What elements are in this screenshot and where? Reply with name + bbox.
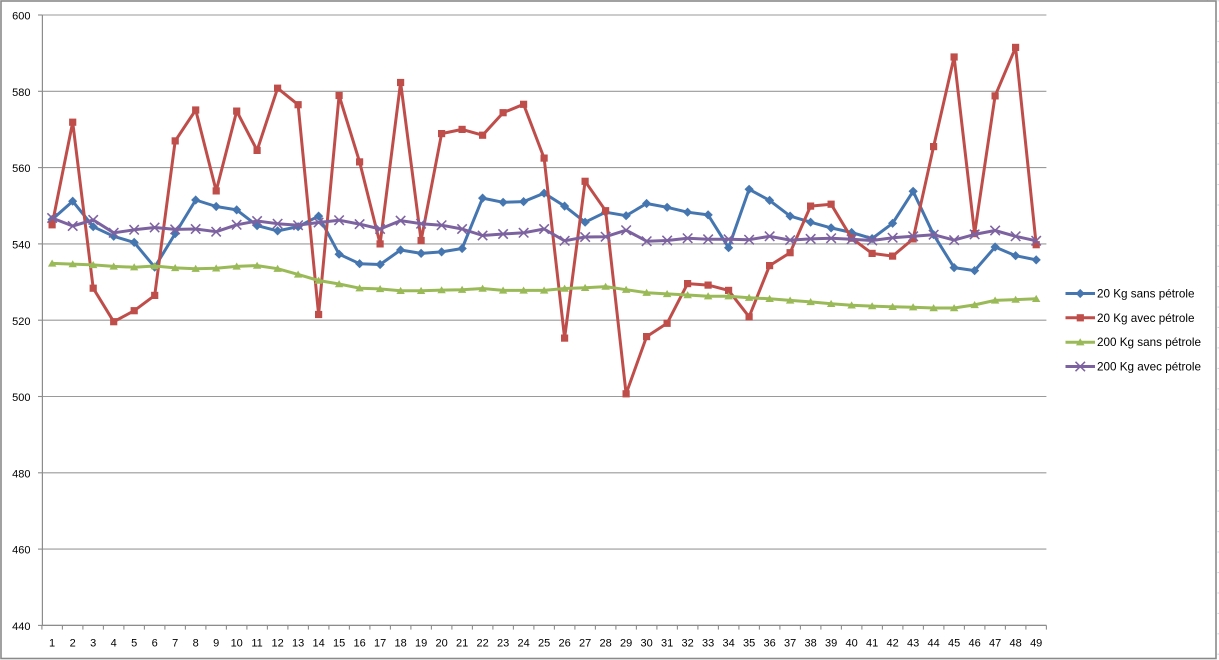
svg-text:500: 500 <box>12 392 30 404</box>
svg-text:1: 1 <box>49 637 55 649</box>
svg-text:8: 8 <box>193 637 199 649</box>
svg-text:200 Kg sans pétrole: 200 Kg sans pétrole <box>1097 336 1201 349</box>
svg-text:20 Kg sans pétrole: 20 Kg sans pétrole <box>1097 288 1194 301</box>
svg-text:460: 460 <box>12 545 30 557</box>
svg-text:13: 13 <box>292 637 304 649</box>
svg-text:31: 31 <box>661 637 673 649</box>
svg-text:47: 47 <box>989 637 1001 649</box>
svg-text:25: 25 <box>538 637 550 649</box>
svg-text:43: 43 <box>907 637 919 649</box>
svg-text:49: 49 <box>1030 637 1042 649</box>
svg-text:44: 44 <box>927 637 939 649</box>
svg-text:26: 26 <box>558 637 570 649</box>
svg-text:18: 18 <box>394 637 406 649</box>
svg-text:33: 33 <box>702 637 714 649</box>
svg-text:480: 480 <box>12 468 30 480</box>
svg-text:27: 27 <box>579 637 591 649</box>
svg-text:540: 540 <box>12 240 30 252</box>
svg-text:15: 15 <box>333 637 345 649</box>
svg-text:45: 45 <box>948 637 960 649</box>
svg-text:7: 7 <box>172 637 178 649</box>
svg-text:35: 35 <box>743 637 755 649</box>
svg-text:20 Kg avec pétrole: 20 Kg avec pétrole <box>1097 312 1194 325</box>
svg-text:24: 24 <box>517 637 529 649</box>
svg-text:16: 16 <box>353 637 365 649</box>
svg-text:10: 10 <box>231 637 243 649</box>
svg-text:19: 19 <box>415 637 427 649</box>
svg-text:36: 36 <box>763 637 775 649</box>
svg-text:48: 48 <box>1009 637 1021 649</box>
svg-text:520: 520 <box>12 316 30 328</box>
svg-text:23: 23 <box>497 637 509 649</box>
svg-text:20: 20 <box>435 637 447 649</box>
svg-text:440: 440 <box>12 621 30 633</box>
svg-text:4: 4 <box>111 637 117 649</box>
svg-text:22: 22 <box>476 637 488 649</box>
svg-text:40: 40 <box>845 637 857 649</box>
svg-text:37: 37 <box>784 637 796 649</box>
svg-text:580: 580 <box>12 87 30 99</box>
svg-text:14: 14 <box>312 637 324 649</box>
svg-text:12: 12 <box>271 637 283 649</box>
svg-text:200 Kg avec pétrole: 200 Kg avec pétrole <box>1097 361 1201 374</box>
svg-text:560: 560 <box>12 163 30 175</box>
svg-text:17: 17 <box>374 637 386 649</box>
svg-text:46: 46 <box>968 637 980 649</box>
svg-text:9: 9 <box>213 637 219 649</box>
svg-text:3: 3 <box>90 637 96 649</box>
svg-text:2: 2 <box>70 637 76 649</box>
svg-text:41: 41 <box>866 637 878 649</box>
svg-text:32: 32 <box>681 637 693 649</box>
svg-text:5: 5 <box>131 637 137 649</box>
svg-text:34: 34 <box>722 637 734 649</box>
svg-text:28: 28 <box>599 637 611 649</box>
svg-text:39: 39 <box>825 637 837 649</box>
svg-text:42: 42 <box>886 637 898 649</box>
svg-text:38: 38 <box>804 637 816 649</box>
svg-text:21: 21 <box>456 637 468 649</box>
svg-text:6: 6 <box>152 637 158 649</box>
svg-text:29: 29 <box>620 637 632 649</box>
svg-text:30: 30 <box>640 637 652 649</box>
svg-text:11: 11 <box>251 637 262 649</box>
svg-text:600: 600 <box>12 11 30 23</box>
